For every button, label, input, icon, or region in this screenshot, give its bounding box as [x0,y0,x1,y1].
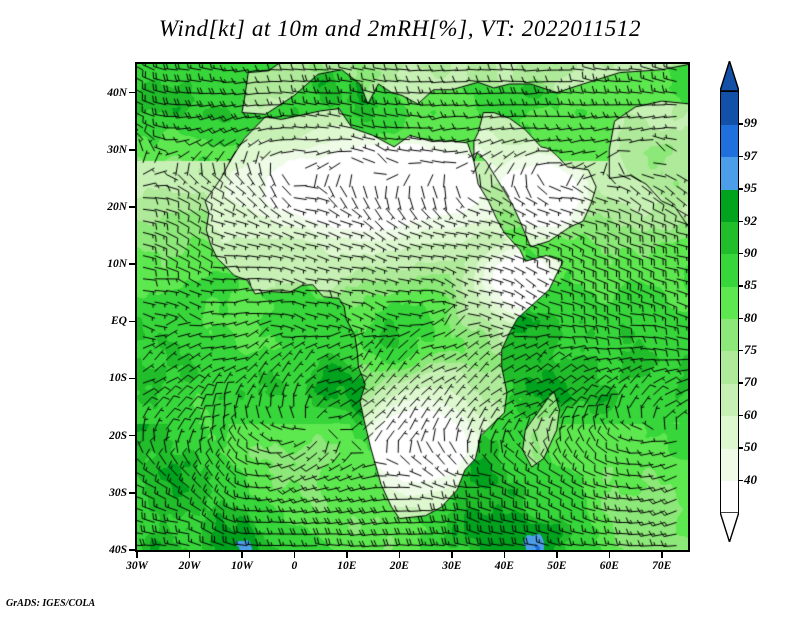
colorbar-band-95to97 [720,155,739,190]
colorbar-tick [739,285,743,287]
colorbar-band-75to80 [720,317,739,352]
x-axis-tick [608,552,611,558]
colorbar-label-97: 97 [744,147,757,163]
x-axis-label-0: 0 [291,560,298,572]
colorbar-tick [739,479,743,481]
x-axis-tick [136,552,138,558]
x-axis-tick [398,552,401,558]
colorbar-band-97to99 [720,123,739,158]
x-axis-tick [661,552,663,558]
colorbar-band-60to70 [720,382,739,417]
page-title: Wind[kt] at 10m and 2mRH[%], VT: 2022011… [158,16,642,41]
colorbar-label-75: 75 [744,342,757,358]
colorbar-band-70to75 [720,350,739,384]
x-axis-tick [293,552,296,558]
y-axis-tick [129,91,135,94]
colorbar-label-85: 85 [744,277,757,293]
colorbar-label-80: 80 [744,309,757,325]
colorbar-tick [739,317,743,320]
colorbar-tick [739,188,743,190]
map-plot-area [135,62,690,552]
colorbar-label-40: 40 [744,471,757,487]
colorbar-tick [739,220,743,222]
colorbar-label-60: 60 [744,406,757,422]
colorbar-max-arrow [720,61,739,91]
x-axis-tick [451,552,453,558]
x-axis-tick [556,552,558,558]
colorbar-tick [739,350,743,352]
x-axis-tick [346,552,348,558]
y-axis-tick [129,492,135,494]
colorbar-tick [739,123,743,125]
x-axis-label-70e: 70E [652,560,672,572]
wind-barb-overlay [137,64,688,550]
x-axis-label-20w: 20W [178,560,201,572]
y-axis-label-40n: 40N [107,86,127,99]
colorbar-tick [739,447,743,449]
colorbar-band-50to60 [720,414,739,449]
y-axis-label-10n: 10N [107,258,127,271]
colorbar-band-40 [720,479,739,514]
colorbar-band-92to95 [720,188,739,222]
colorbar-tick [739,414,743,417]
colorbar-label-50: 50 [744,439,757,455]
x-axis-label-10w: 10W [231,560,253,572]
colorbar [720,91,739,514]
x-axis-label-50e: 50E [547,560,567,572]
x-axis-label-30e: 30E [442,560,462,572]
colorbar-label-90: 90 [744,244,757,260]
x-axis-tick [188,552,191,558]
colorbar-band-90to92 [720,220,739,255]
colorbar-label-95: 95 [744,180,757,196]
y-axis-label-30s: 30S [109,486,127,499]
x-axis-tick [241,552,243,558]
footer-credit: GrADS: IGES/COLA [6,598,96,609]
x-axis-label-60e: 60E [599,560,619,572]
colorbar-band-40to50 [720,447,739,481]
y-axis-label-40s: 40S [109,544,127,556]
y-axis-label-10s: 10S [109,372,127,385]
y-axis-tick [129,320,135,323]
y-axis-label-20s: 20S [109,429,127,442]
x-axis-label-20e: 20E [389,560,409,572]
x-axis-label-40e: 40E [494,560,514,572]
colorbar-label-70: 70 [744,374,757,390]
x-axis-tick [503,552,506,558]
colorbar-tick [739,382,743,384]
y-axis-tick [129,434,135,437]
colorbar-band-80to85 [720,285,739,320]
colorbar-tick [739,155,743,158]
y-axis-label-30n: 30N [107,143,127,156]
y-axis-label-20n: 20N [107,200,127,213]
colorbar-tick [739,252,743,255]
y-axis-tick [129,149,135,151]
x-axis-label-30w: 30W [126,560,148,572]
y-axis-tick [129,549,135,551]
colorbar-label-99: 99 [744,115,757,131]
colorbar-min-arrow [720,512,739,542]
y-axis-label-eq: EQ [111,315,127,328]
x-axis-label-10e: 10E [337,560,357,572]
y-axis-tick [129,263,135,265]
y-axis-tick [129,206,135,208]
y-axis-tick [129,377,135,380]
colorbar-label-92: 92 [744,212,757,228]
colorbar-band-85to90 [720,252,739,287]
colorbar-band-99 [720,91,739,125]
